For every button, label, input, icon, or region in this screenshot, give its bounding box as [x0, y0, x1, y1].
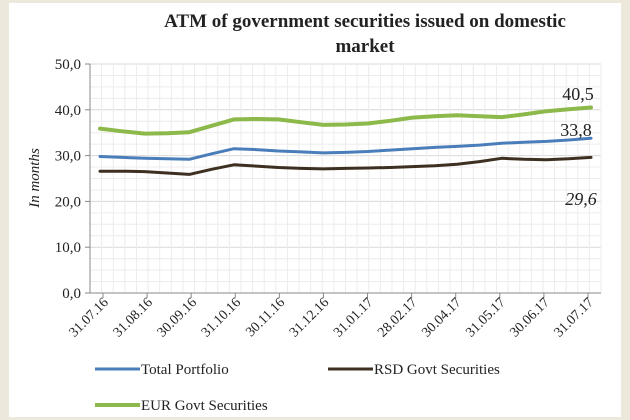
x-tick-label: 31.10.16	[199, 295, 244, 340]
legend-item-total-portfolio: Total Portfolio	[95, 362, 229, 378]
series-line-eur-govt-securities	[98, 105, 593, 136]
y-tick-label: 30,0	[55, 149, 81, 165]
chart-title-line-1: ATM of government securities issued on d…	[164, 11, 566, 32]
legend-item-eur-govt-securities: EUR Govt Securities	[95, 398, 268, 414]
legend-label-rsd-govt-securities: RSD Govt Securities	[374, 362, 500, 378]
y-tick-labels: 0,0 10,0 20,0 30,0 40,0 50,0	[55, 57, 90, 302]
y-tick-label: 0,0	[62, 286, 81, 302]
legend: Total Portfolio RSD Govt Securities EUR …	[95, 362, 500, 414]
axes-layer	[89, 64, 601, 294]
series-line-total-portfolio	[98, 136, 593, 161]
x-tick-label: 30.11.16	[243, 295, 288, 340]
grid-layer	[89, 63, 602, 294]
x-tick-label: 30.06.17	[507, 295, 552, 340]
series-layer	[98, 105, 593, 176]
y-axis-label: In months	[27, 148, 43, 209]
y-tick-label: 50,0	[55, 57, 81, 73]
annotation-rsd-end: 29,6	[565, 189, 597, 209]
legend-item-rsd-govt-securities: RSD Govt Securities	[328, 362, 500, 378]
x-tick-label: 28.02.17	[375, 295, 420, 340]
series-line-rsd-govt-securities	[98, 155, 593, 176]
annotation-total-end: 33,8	[560, 120, 592, 140]
x-tick-label: 31.07.17	[552, 295, 597, 340]
x-tick-label: 30.04.17	[419, 295, 464, 340]
legend-label-total-portfolio: Total Portfolio	[141, 362, 229, 378]
x-tick-label: 31.08.16	[111, 295, 156, 340]
x-tick-label: 31.01.17	[331, 295, 376, 340]
x-tick-label: 30.09.16	[155, 295, 200, 340]
legend-label-eur-govt-securities: EUR Govt Securities	[141, 398, 268, 414]
chart-title-line-2: market	[335, 36, 395, 57]
y-tick-label: 10,0	[55, 240, 81, 256]
x-tick-label: 31.07.16	[67, 295, 112, 340]
x-tick-label: 31.05.17	[463, 295, 508, 340]
y-tick-label: 40,0	[55, 103, 81, 119]
annotation-eur-end: 40,5	[562, 84, 594, 104]
x-tick-label: 31.12.16	[287, 295, 332, 340]
y-tick-label: 20,0	[55, 194, 81, 210]
